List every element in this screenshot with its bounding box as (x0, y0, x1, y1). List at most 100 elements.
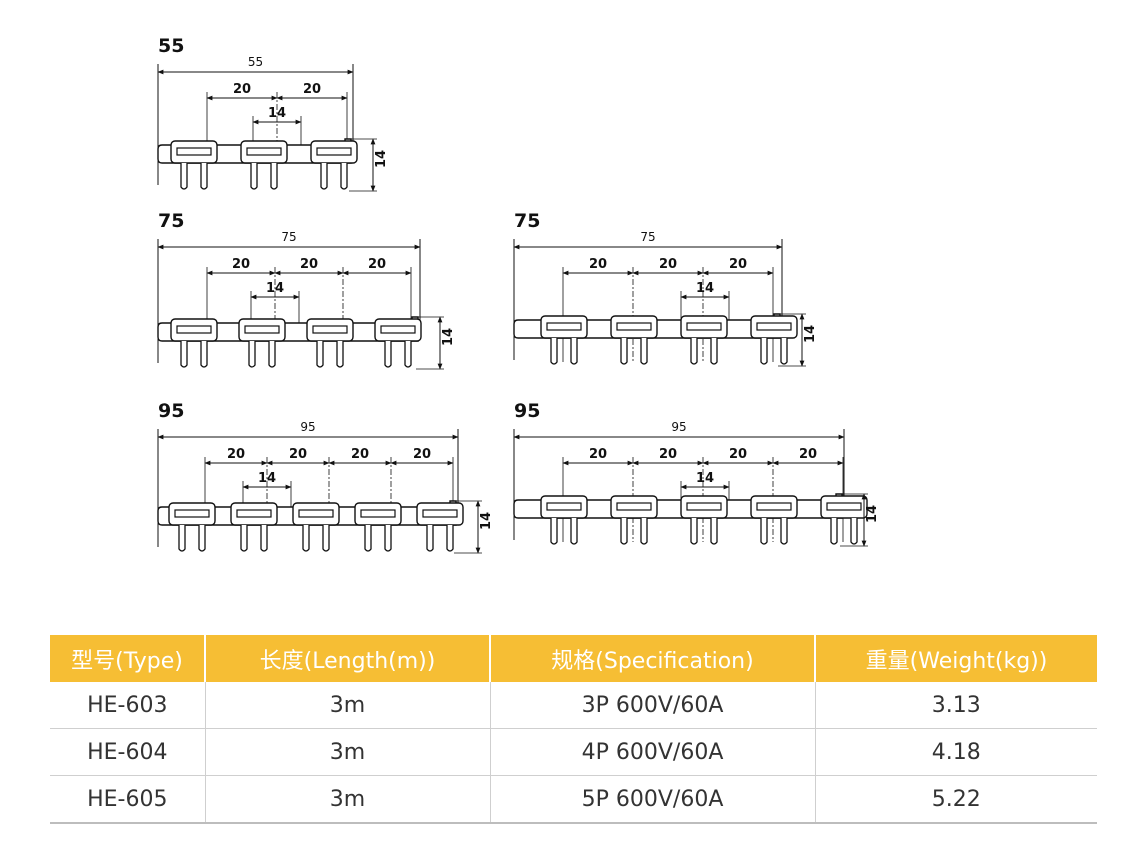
housing-leg (250, 163, 258, 190)
conductor-bar (380, 325, 416, 334)
conductor-bar (686, 322, 722, 331)
total-length-label: 95 (300, 420, 315, 434)
conductor-bar (616, 322, 652, 331)
table-header-row: 型号(Type) 长度(Length(m)) 规格(Specification)… (50, 635, 1097, 682)
housing-leg (302, 525, 310, 552)
busbar-profile-75-a: 75 75 20 20 20 14 14 (157, 210, 456, 370)
housing-leg (240, 525, 248, 552)
housing-leg (268, 341, 276, 368)
housing-leg (550, 338, 558, 365)
conductor-bar (422, 509, 458, 518)
cell-type: HE-605 (50, 775, 206, 824)
conductor-bar (312, 325, 348, 334)
housing-leg (260, 525, 268, 552)
cell-length: 3m (205, 775, 491, 824)
conductor-bar (298, 509, 334, 518)
figure-title: 55 (158, 35, 184, 57)
pitch-dimension-label: 20 (227, 447, 245, 462)
housing-leg (710, 518, 718, 545)
gap-dimension-label: 14 (258, 471, 276, 486)
housing-leg (690, 518, 698, 545)
conductor-bar (316, 147, 352, 156)
cell-type: HE-604 (50, 728, 206, 776)
height-label: 14 (441, 328, 456, 346)
housing-leg (710, 338, 718, 365)
pitch-dimension-label: 20 (413, 447, 431, 462)
housing-leg (640, 338, 648, 365)
housing-leg (322, 525, 330, 552)
busbar-drawings: 55 55 20 20 14 14 75 75 20 20 20 14 14 75 75 20 20 20 14… (157, 35, 880, 554)
conductor-bar (176, 325, 212, 334)
gap-dimension-label: 14 (266, 281, 284, 296)
pitch-dimension-label: 20 (729, 447, 747, 462)
cell-specification: 5P 600V/60A (490, 775, 816, 824)
height-label: 14 (479, 512, 494, 530)
conductor-bar (546, 502, 582, 511)
housing-leg (760, 518, 768, 545)
housing-leg (384, 525, 392, 552)
header-type: 型号(Type) (50, 635, 206, 682)
gap-dimension-label: 14 (268, 106, 286, 121)
conductor-bar (756, 322, 792, 331)
housing-leg (198, 525, 206, 552)
figure-title: 95 (158, 400, 184, 422)
housing-leg (570, 338, 578, 365)
cell-weight: 5.22 (815, 775, 1097, 824)
busbar-profile-95-b: 95 95 20 20 20 20 14 14 (513, 400, 880, 547)
busbar-profile-75-b: 75 75 20 20 20 14 14 (513, 210, 818, 367)
figure-title: 75 (514, 210, 540, 232)
pitch-dimension-label: 20 (589, 257, 607, 272)
housing-leg (620, 518, 628, 545)
conductor-bar (686, 502, 722, 511)
housing-leg (200, 341, 208, 368)
header-length: 长度(Length(m)) (205, 635, 491, 682)
conductor-bar (244, 325, 280, 334)
pitch-dimension-label: 20 (351, 447, 369, 462)
conductor-bar (360, 509, 396, 518)
conductor-bar (174, 509, 210, 518)
pitch-dimension-label: 20 (300, 257, 318, 272)
conductor-bar (826, 502, 862, 511)
total-length-label: 95 (671, 420, 686, 434)
table-row: HE-605 3m 5P 600V/60A 5.22 (50, 775, 1097, 824)
housing-leg (404, 341, 412, 368)
conductor-bar (236, 509, 272, 518)
pitch-dimension-label: 20 (368, 257, 386, 272)
busbar-profile-95-a: 95 95 20 20 20 20 14 14 (157, 400, 494, 554)
housing-leg (640, 518, 648, 545)
housing-leg (180, 341, 188, 368)
housing-leg (830, 518, 838, 545)
housing-leg (850, 518, 858, 545)
housing-leg (248, 341, 256, 368)
housing-leg (320, 163, 328, 190)
pitch-dimension-label: 20 (289, 447, 307, 462)
height-label: 14 (803, 325, 818, 343)
gap-dimension-label: 14 (696, 471, 714, 486)
housing-leg (270, 163, 278, 190)
header-weight: 重量(Weight(kg)) (815, 635, 1097, 682)
table-row: HE-603 3m 3P 600V/60A 3.13 (50, 682, 1097, 729)
housing-leg (780, 518, 788, 545)
cell-weight: 3.13 (815, 682, 1097, 729)
housing-leg (364, 525, 372, 552)
height-label: 14 (865, 505, 880, 523)
housing-leg (446, 525, 454, 552)
housing-leg (570, 518, 578, 545)
conductor-bar (616, 502, 652, 511)
housing-leg (780, 338, 788, 365)
total-length-label: 75 (281, 230, 296, 244)
cell-length: 3m (205, 682, 491, 729)
cell-specification: 4P 600V/60A (490, 728, 816, 776)
housing-leg (178, 525, 186, 552)
conductor-bar (176, 147, 212, 156)
housing-leg (180, 163, 188, 190)
pitch-dimension-label: 20 (589, 447, 607, 462)
housing-leg (426, 525, 434, 552)
figure-title: 75 (158, 210, 184, 232)
figure-title: 95 (514, 400, 540, 422)
pitch-dimension-label: 20 (232, 257, 250, 272)
housing-leg (316, 341, 324, 368)
pitch-dimension-label: 20 (303, 82, 321, 97)
conductor-bar (756, 502, 792, 511)
housing-leg (384, 341, 392, 368)
